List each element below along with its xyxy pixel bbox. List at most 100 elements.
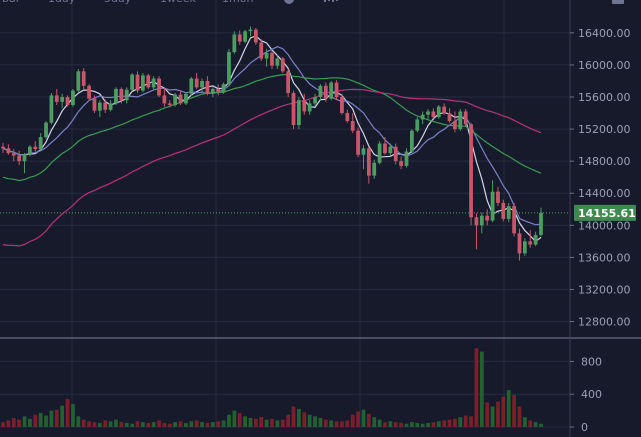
candle <box>501 199 506 222</box>
candle-body <box>539 212 543 235</box>
candle-body <box>506 206 511 219</box>
candle-body <box>356 130 360 155</box>
candle-body <box>173 94 178 106</box>
volume-bar <box>264 419 269 427</box>
candle-body <box>485 215 490 221</box>
candle-body <box>270 52 274 66</box>
candle-body <box>216 88 221 93</box>
candle-body <box>474 217 479 226</box>
candle-body <box>81 71 86 86</box>
candle <box>426 109 430 120</box>
candle <box>329 80 334 101</box>
volume-bar <box>103 420 108 427</box>
candle <box>420 111 425 125</box>
candle-body <box>458 111 463 130</box>
volume-bar <box>60 405 65 427</box>
candle-body <box>189 78 194 94</box>
candle-body <box>151 78 156 88</box>
volume-bar <box>366 413 371 427</box>
candle <box>60 93 65 109</box>
toolbar-item[interactable]: bar <box>2 0 21 5</box>
volume-bar <box>377 419 382 427</box>
settings-icon[interactable] <box>284 0 294 4</box>
candle <box>280 56 285 73</box>
toolbar-item[interactable]: 1day <box>48 0 76 5</box>
last-price-badge <box>574 204 636 221</box>
volume-bar <box>409 422 414 427</box>
candle <box>291 90 296 130</box>
candle <box>264 48 269 67</box>
volume-bar <box>340 421 344 427</box>
candle-body <box>383 143 387 154</box>
candle <box>151 76 156 91</box>
candle-body <box>323 85 328 99</box>
volume-bar <box>280 419 285 427</box>
candle <box>404 148 409 168</box>
toolbar-item[interactable]: 1mon <box>222 0 253 5</box>
ma-long-line <box>2 73 542 182</box>
candle-body <box>248 29 253 32</box>
volume-bar <box>33 414 38 427</box>
candle <box>6 144 11 155</box>
candle <box>415 117 420 133</box>
candle <box>372 159 377 179</box>
volume-bar <box>479 351 484 427</box>
candle <box>512 202 516 237</box>
volume-bar <box>227 414 231 427</box>
volume-bar <box>453 418 457 427</box>
candle <box>205 76 210 96</box>
volume-bar <box>124 422 129 427</box>
candles <box>1 26 543 261</box>
volume-tick-label: 0 <box>581 421 588 434</box>
candle <box>189 76 194 96</box>
candle-body <box>334 82 339 98</box>
volume-bar <box>146 422 151 427</box>
volume-bar <box>528 420 533 427</box>
candle-body <box>479 215 484 226</box>
candle <box>361 145 366 170</box>
candle-body <box>97 102 102 111</box>
candle <box>436 105 441 119</box>
price-tick-label: 12800.00 <box>578 316 631 329</box>
candle <box>119 87 124 104</box>
candle-body <box>469 124 473 218</box>
volume-bar <box>522 417 527 427</box>
candle <box>243 29 247 44</box>
candle-body <box>404 151 409 166</box>
candle-body <box>313 97 317 104</box>
toolbar-item[interactable]: 1week <box>160 0 197 5</box>
candle-body <box>415 119 420 131</box>
volume-bar <box>140 422 145 427</box>
candle <box>345 109 350 123</box>
last-price-marker: 14155.61 <box>0 204 636 221</box>
candle <box>216 84 221 96</box>
indicator-icon-bar <box>332 0 334 2</box>
candle-body <box>205 80 210 94</box>
volume-bar <box>38 413 43 427</box>
settings-icon-shape <box>284 0 294 4</box>
indicator-icon-bar <box>324 0 326 2</box>
candle <box>157 76 161 98</box>
volume-bar <box>485 402 490 427</box>
volume-bar <box>71 404 75 427</box>
candle <box>458 109 463 131</box>
volume-bar <box>345 420 350 427</box>
candle <box>377 141 382 165</box>
camera-icon[interactable] <box>612 0 624 4</box>
candle-body <box>528 241 533 245</box>
volume-bar <box>216 421 221 427</box>
price-tick-label: 13600.00 <box>578 251 631 264</box>
toolbar: bar 1day 5day 1week 1mon <box>2 0 624 5</box>
candle <box>259 39 264 61</box>
indicator-icon[interactable] <box>324 0 338 2</box>
candle <box>383 137 387 155</box>
candle <box>108 100 113 112</box>
candle-body <box>259 42 264 59</box>
candle <box>130 72 135 92</box>
volume-bar <box>318 417 323 427</box>
candle <box>485 209 490 226</box>
volume-bar <box>22 416 27 427</box>
volume-bars <box>1 348 543 427</box>
toolbar-item[interactable]: 5day <box>104 0 132 5</box>
